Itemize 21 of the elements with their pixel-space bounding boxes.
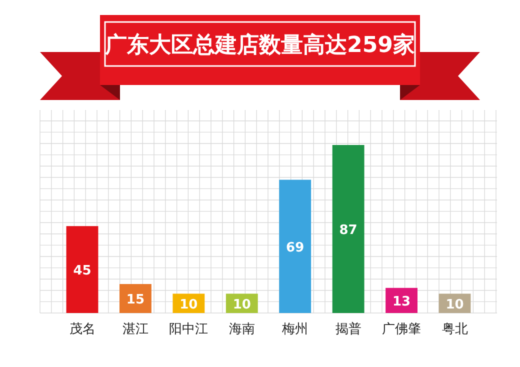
x-tick-label: 梅州 bbox=[281, 322, 308, 337]
data-label: 69 bbox=[286, 240, 304, 256]
x-tick-label: 揭普 bbox=[335, 321, 362, 337]
x-tick-label: 广佛肇 bbox=[382, 322, 422, 337]
data-label: 10 bbox=[446, 297, 464, 312]
data-label: 13 bbox=[392, 294, 411, 310]
data-label: 10 bbox=[180, 297, 198, 312]
bar bbox=[332, 145, 364, 313]
x-tick-label: 湛江 bbox=[122, 322, 148, 337]
bar bbox=[120, 284, 152, 313]
data-label: 10 bbox=[232, 297, 251, 312]
x-tick-label: 茂名 bbox=[69, 322, 96, 337]
bar bbox=[279, 180, 312, 313]
x-tick-label: 粤北 bbox=[442, 322, 468, 337]
data-label: 45 bbox=[73, 264, 92, 279]
x-tick-label: 海南 bbox=[228, 322, 255, 337]
chart-title: 广东大区总建店数量高达259家 bbox=[104, 32, 415, 58]
data-label: 15 bbox=[126, 292, 145, 308]
bar bbox=[66, 226, 98, 313]
data-label: 87 bbox=[339, 223, 358, 238]
x-tick-label: 阳中江 bbox=[169, 322, 208, 337]
